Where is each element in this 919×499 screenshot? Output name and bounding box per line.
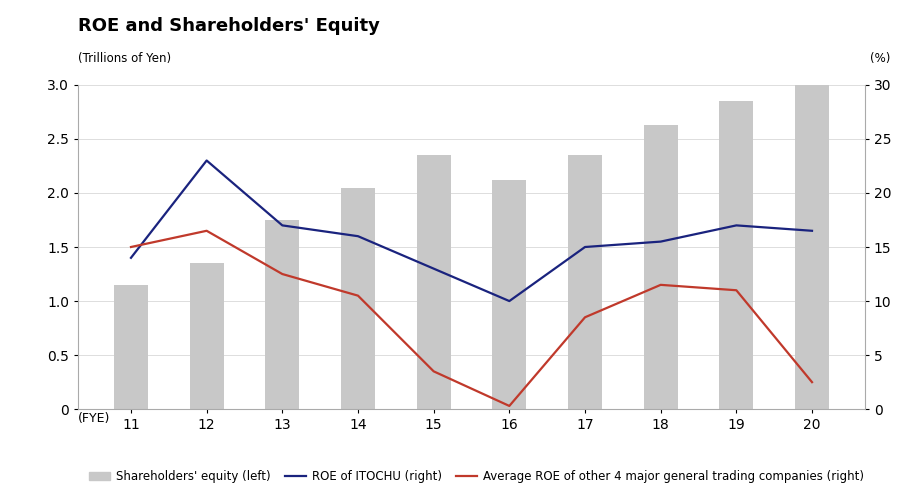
Text: (%): (%) [869,52,890,65]
Bar [416,155,450,409]
Bar [492,180,526,409]
Legend: Shareholders' equity (left), ROE of ITOCHU (right), Average ROE of other 4 major: Shareholders' equity (left), ROE of ITOC… [84,466,868,488]
Text: (FYE): (FYE) [78,412,110,425]
Text: ROE and Shareholders' Equity: ROE and Shareholders' Equity [78,17,380,35]
Bar [341,188,375,409]
Bar [794,85,828,409]
Bar [719,101,753,409]
Bar [114,285,148,409]
Bar [643,125,677,409]
Text: (Trillions of Yen): (Trillions of Yen) [78,52,171,65]
Bar [265,220,299,409]
Bar [189,263,223,409]
Bar [567,155,601,409]
